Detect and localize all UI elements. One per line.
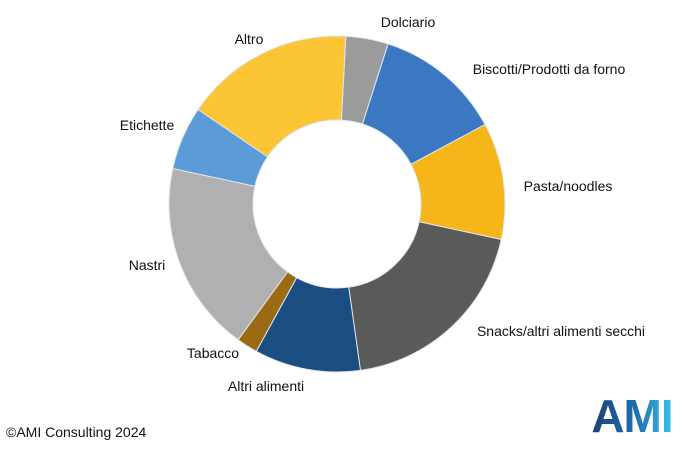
- donut-slices: [168, 35, 506, 373]
- slice-labels: Dolciario Biscotti/Prodotti da forno Pasta…: [120, 14, 645, 394]
- slice-label-pasta-noodles: Pasta/noodles: [524, 178, 613, 194]
- slice-label-altri-alimenti: Altri alimenti: [228, 378, 304, 394]
- slice-label-nastri: Nastri: [129, 257, 166, 273]
- slice-altro: [197, 35, 347, 158]
- slice-label-altro: Altro: [235, 31, 264, 47]
- slice-label-tabacco: Tabacco: [187, 345, 239, 361]
- copyright-text: ©AMI Consulting 2024: [6, 424, 147, 440]
- slice-label-biscotti-prodotti-da-forno: Biscotti/Prodotti da forno: [473, 61, 626, 77]
- slice-label-etichette: Etichette: [120, 117, 175, 133]
- slice-nastri: [168, 167, 289, 341]
- logo-text: AMI: [591, 392, 672, 436]
- ami-logo: AMI: [591, 392, 673, 436]
- slice-snacks-altri-alimenti-secchi: [348, 221, 502, 371]
- slice-label-snacks-altri-alimenti-secchi: Snacks/altri alimenti secchi: [477, 323, 645, 339]
- slice-label-dolciario: Dolciario: [381, 14, 436, 30]
